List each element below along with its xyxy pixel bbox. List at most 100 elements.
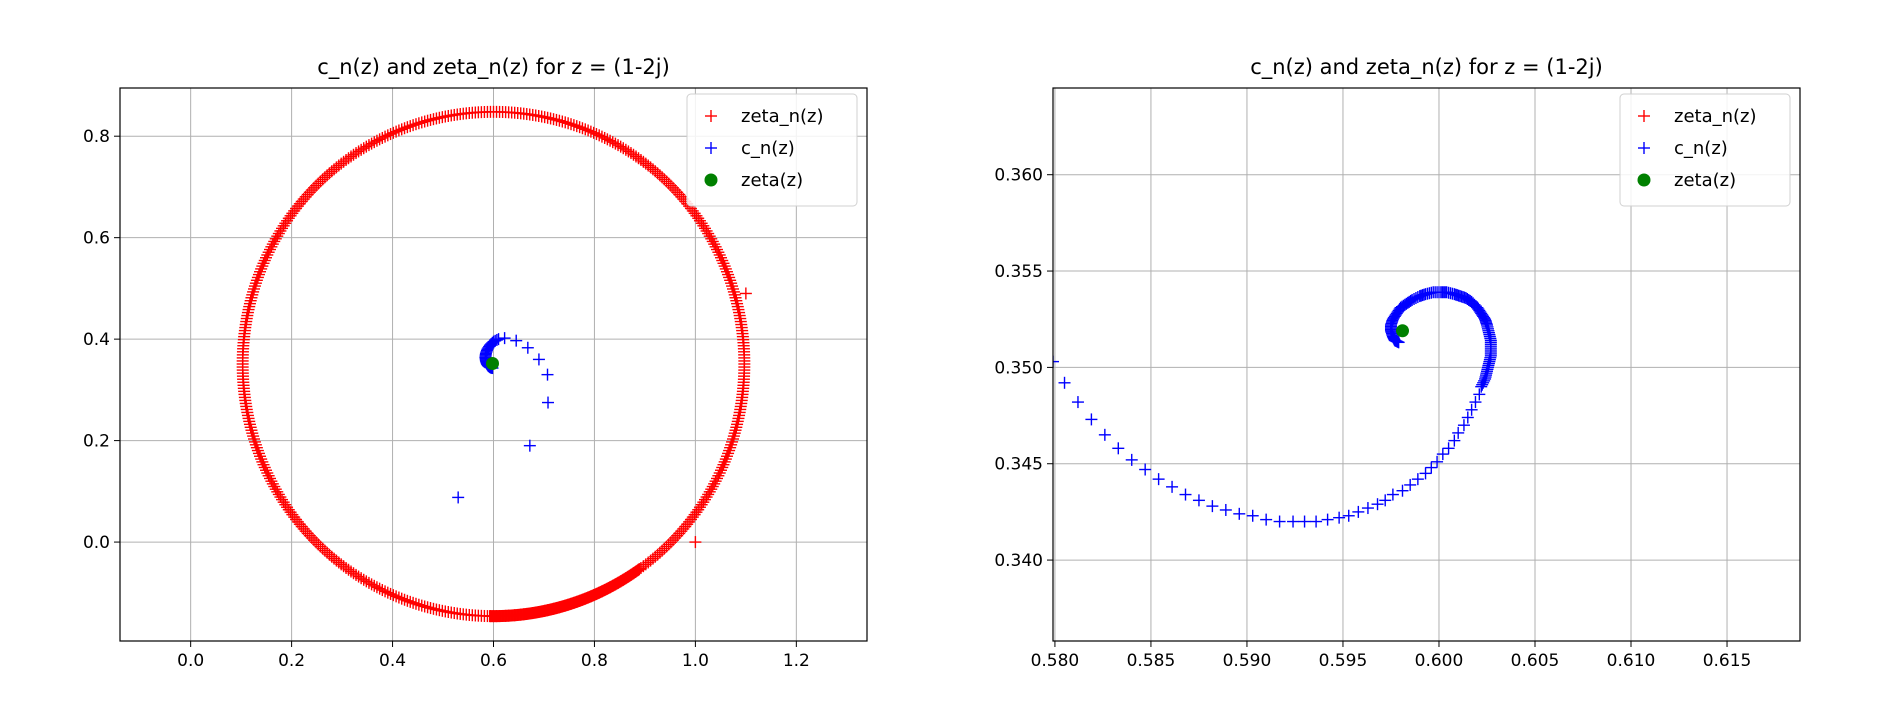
left-zeta-n-z-point [703, 485, 716, 498]
right-c-n-z-point [1469, 396, 1482, 409]
left-zeta-n-z-point [726, 282, 739, 295]
left-zeta-n-z-point [724, 441, 737, 454]
left-zeta-n-z-point [244, 421, 257, 434]
left-zeta-n-z-point [718, 455, 731, 468]
right-x-tick-label: 0.580 [1031, 651, 1080, 671]
left-zeta-n-z-point [720, 265, 733, 278]
left-zeta-n-z-point [384, 128, 397, 141]
left-legend-label-zeta: zeta(z) [741, 170, 803, 191]
right-y-tick-label: 0.355 [994, 262, 1043, 282]
left-zeta-n-z-point [726, 435, 739, 448]
right-x-tick-label: 0.615 [1703, 651, 1752, 671]
right-c-n-z-point [1139, 463, 1152, 476]
left-zeta-n-z-point [357, 573, 370, 586]
left-zeta-n-z-point [254, 450, 267, 463]
left-c-n-z-point [532, 353, 545, 366]
left-zeta-n-z-point [559, 116, 572, 129]
left-zeta-n-z-point [260, 464, 273, 477]
right-c-n-z-point [1465, 403, 1478, 416]
left-zeta-n-z-point [376, 131, 389, 144]
right-c-n-z-point [1361, 502, 1374, 515]
left-zeta-n-z-point [573, 121, 586, 134]
right-c-n-z-point [1273, 515, 1286, 528]
left-zeta-n-z-point [376, 584, 389, 597]
left-zeta-n-z-point [255, 262, 268, 275]
left-legend-box [686, 93, 858, 207]
left-zeta-n-z-point [702, 227, 715, 240]
right-x-tick-label: 0.590 [1223, 651, 1272, 671]
left-zeta-n-z-point [257, 458, 270, 471]
left-zeta-n-z-point [595, 130, 608, 143]
left-zeta-n-z-point [731, 300, 744, 313]
left-zeta-n-z-point [708, 238, 721, 251]
right-c-n-z-point [1457, 419, 1470, 432]
left-zeta-n-z-point [731, 297, 744, 310]
left-zeta-n-z-point [729, 424, 742, 437]
left-zeta-n-z-point [401, 594, 414, 607]
left-zeta-n-z-point [395, 123, 408, 136]
left-zeta-n-z-point [398, 593, 411, 606]
left-zeta-n-z-point [401, 121, 414, 134]
left-zeta-n-z-point [722, 268, 735, 281]
left-zeta-n-z-point [261, 467, 274, 480]
right-c-n-z-point [1436, 448, 1449, 461]
left-y-tick-label: 0.2 [83, 432, 110, 452]
left-zeta-n-z-point [584, 125, 597, 138]
left-zeta-n-z-point [705, 232, 718, 245]
right-c-n-z-point [1371, 498, 1384, 511]
left-zeta-n-z-point [243, 297, 256, 310]
right-zeta-z-point [1395, 324, 1409, 338]
left-c-n-z-point [523, 439, 536, 452]
left-zeta-n-z-point [711, 243, 724, 256]
right-c-n-z-point [1071, 396, 1084, 409]
left-zeta-n-z-point [387, 126, 400, 139]
left-zeta-n-z-point [576, 122, 589, 135]
left-x-tick-label: 0.0 [177, 651, 204, 671]
right-c-n-z-point [1166, 480, 1179, 493]
left-zeta-n-z-point [730, 421, 743, 434]
right-legend-label-c-n: c_n(z) [1674, 138, 1728, 159]
left-zeta-n-z-point [567, 119, 580, 132]
left-zeta-n-z-point [381, 586, 394, 599]
left-zeta-n-z-point [598, 131, 611, 144]
left-zeta-n-z-point [245, 291, 258, 304]
left-zeta-n-z-point [269, 232, 282, 245]
left-zeta-n-z-point [604, 134, 617, 147]
right-c-n-z-point [1352, 505, 1365, 518]
left-zeta-n-z-point [271, 485, 284, 498]
left-x-tick-label: 0.4 [379, 651, 406, 671]
right-c-n-z-point [1419, 467, 1432, 480]
left-zeta-n-z-point [255, 453, 268, 466]
left-zeta-n-z-point [553, 114, 566, 127]
left-zeta-n-z-point [365, 137, 378, 150]
right-c-n-z-point [1206, 500, 1219, 513]
left-zeta-n-z-point [407, 119, 420, 132]
left-zeta-n-z-point [582, 124, 595, 137]
left-zeta-n-z-point [265, 475, 278, 488]
left-zeta-n-z-point [430, 112, 443, 125]
left-zeta-n-z-point [258, 461, 271, 474]
right-c-n-z-point [1260, 513, 1273, 526]
left-zeta-n-z-point [587, 126, 600, 139]
left-x-tick-label: 0.2 [278, 651, 305, 671]
left-axes-frame [119, 87, 868, 642]
right-x-tick-label: 0.600 [1415, 651, 1464, 671]
right-c-n-z-point [1477, 376, 1490, 389]
left-y-tick-label: 0.6 [83, 229, 110, 249]
left-zeta-n-z-point [565, 118, 578, 131]
right-c-n-z-point [1442, 442, 1455, 455]
left-zeta-n-z-point [272, 227, 285, 240]
left-zeta-n-z-point [252, 268, 265, 281]
right-c-n-z-point [1321, 513, 1334, 526]
left-zeta-n-z-point [722, 447, 735, 460]
left-zeta-n-z-point [370, 134, 383, 147]
left-zeta-n-z-point [262, 246, 275, 259]
left-y-tick-label: 0.4 [83, 330, 110, 350]
left-zeta-n-z-point [412, 598, 425, 611]
right-chart-panel: 0.580 0.585 0.590 0.595 0.600 0.605 0.610 0.615… [994, 55, 1801, 671]
right-y-tick-label: 0.350 [994, 358, 1043, 378]
left-zeta-n-z-point [360, 575, 373, 588]
left-zeta-n-z-point [556, 115, 569, 128]
left-zeta-n-z-point [266, 238, 279, 251]
